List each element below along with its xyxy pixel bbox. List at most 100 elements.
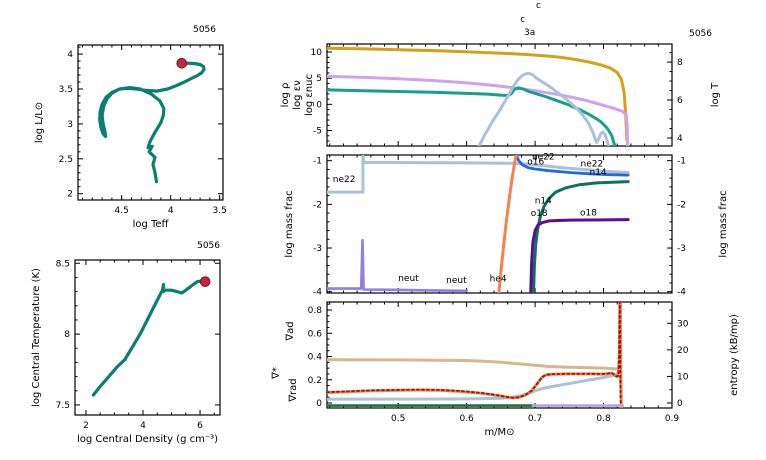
y-tick-label: 3 xyxy=(67,120,73,130)
plot-box xyxy=(74,259,221,416)
series-log-eps-nu xyxy=(327,86,617,146)
hr-diagram-panel: 4.5 4 3.5 2 2.5 3 3.5 4 log Teff log L/L⊙ 5056 xyxy=(34,25,227,230)
profile-thermo-ylabel-left-0: log ρ xyxy=(280,83,291,108)
y-tick-label-right: 8 xyxy=(677,58,683,68)
x-tick-label: 6 xyxy=(197,421,203,431)
y-tick-label: 0.2 xyxy=(308,376,322,386)
central-t-rho-xlabel: log Central Density (g cm⁻³) xyxy=(77,434,218,445)
profile-gradients-ylabel-left-1: ∇* xyxy=(271,367,282,380)
y-tick-label: -1 xyxy=(313,157,322,167)
central-t-rho-panel: 2 4 6 7.5 8 8.5 log Central Density (g cm⁻³) lo… xyxy=(31,241,221,445)
curve-label-o18: o18 xyxy=(580,209,597,219)
y-tick-label: 3.5 xyxy=(59,85,73,95)
profile-abundances-ylabel-right: log mass frac xyxy=(718,190,729,257)
series-grad-star xyxy=(327,302,622,407)
profile-thermo-model-number: 5056 xyxy=(689,29,712,39)
profile-thermo-ylabel-left-2: log εnuc xyxy=(304,74,315,116)
series-neut xyxy=(327,238,468,293)
y-tick-label: -2 xyxy=(313,200,322,210)
x-tick-label: 0.8 xyxy=(596,414,611,424)
y-tick-label: -3 xyxy=(313,244,322,254)
curve-label-n14: n14 xyxy=(589,168,606,178)
x-tick-label: 3.5 xyxy=(213,206,227,216)
central-t-rho-model-number: 5056 xyxy=(197,241,220,251)
series-entropy xyxy=(327,307,623,401)
curve-label-ne22: ne22 xyxy=(581,159,604,169)
y-tick-label: 0.4 xyxy=(308,353,323,363)
y-tick-label: 0 xyxy=(316,100,322,110)
y-tick-label: 10 xyxy=(311,48,323,58)
profile-gradients-ylabel-right: entropy (kB/mp) xyxy=(729,314,740,396)
plot-box xyxy=(77,44,224,201)
hr-diagram-xlabel: log Teff xyxy=(133,219,170,230)
y-tick-label: 8 xyxy=(64,330,70,340)
profile-gradients-ylabel-left-2: ∇rad xyxy=(288,378,299,402)
central-t-rho-current-model-marker xyxy=(199,276,211,287)
plot-box xyxy=(326,301,673,409)
x-tick-label: 4 xyxy=(168,206,174,216)
curve-label-ne22: ne22 xyxy=(532,152,555,162)
series-he4 xyxy=(497,155,518,293)
series-o16 xyxy=(514,155,630,177)
burn-annotation-c: c xyxy=(536,1,541,11)
central-t-rho-ylabel-left-0: log Central Temperature (K) xyxy=(31,268,42,407)
profile-gradients-xlabel: m/M⊙ xyxy=(484,427,514,438)
y-tick-label: 0 xyxy=(316,399,322,409)
profile-abundances-panel: -1-2-3-4-1-2-3-4ne22ne22ne22o16n14n14o18… xyxy=(284,152,729,298)
x-tick-label: 0.5 xyxy=(391,414,405,424)
x-tick-label: 2 xyxy=(83,421,89,431)
y-tick-label: 4 xyxy=(67,50,73,60)
profile-abundances-ylabel-left-0: log mass frac xyxy=(284,190,295,257)
x-tick-label: 0.6 xyxy=(459,414,474,424)
curve-label-neut: neut xyxy=(398,274,419,284)
x-tick-label: 4.5 xyxy=(115,206,129,216)
curve-label-neut: neut xyxy=(446,276,467,286)
y-tick-label-right: -2 xyxy=(677,200,686,210)
y-tick-label: 2 xyxy=(67,190,73,200)
curve-label-he4: he4 xyxy=(490,275,507,285)
x-tick-label: 0.7 xyxy=(528,414,542,424)
series-log-eps-nuc xyxy=(477,72,611,146)
y-tick-label-right: -4 xyxy=(677,288,686,298)
y-tick-label: 2.5 xyxy=(59,155,73,165)
y-tick-label-right: -1 xyxy=(677,157,686,167)
y-tick-label: -4 xyxy=(313,288,322,298)
x-tick-label: 0.9 xyxy=(665,414,680,424)
profile-thermo-ylabel-right: log T xyxy=(710,82,721,107)
y-tick-label: 7.5 xyxy=(56,401,70,411)
y-tick-label: 0.8 xyxy=(308,306,323,316)
curve-label-o16: o16 xyxy=(527,158,544,168)
y-tick-label-right: 30 xyxy=(677,319,689,329)
curve-label-n14: n14 xyxy=(535,196,552,206)
series-o18 xyxy=(529,218,630,293)
series-central-conditions-track xyxy=(91,279,207,397)
burn-annotation-3a: 3a xyxy=(524,28,535,38)
series-n14 xyxy=(532,180,630,293)
y-tick-label: 0.6 xyxy=(308,329,323,339)
y-tick-label: -5 xyxy=(313,127,322,137)
hr-diagram-current-model-marker xyxy=(176,57,188,69)
y-tick-label-right: -3 xyxy=(677,244,686,254)
plot-box xyxy=(326,43,673,147)
y-tick-label-right: 6 xyxy=(677,96,683,106)
hr-diagram-ylabel-left-0: log L/L⊙ xyxy=(34,102,45,143)
y-tick-label-right: 0 xyxy=(677,399,683,409)
profile-gradients-panel: 0.5 0.6 0.7 0.8 0.9 0 0.2 0.4 0.6 0.8 0 10 20 30 m/M⊙ ∇… xyxy=(271,301,740,438)
profile-gradients-ylabel-left-0: ∇ad xyxy=(285,321,296,341)
burn-annotation-c: c xyxy=(520,15,525,25)
series-log-T xyxy=(327,46,629,142)
hr-diagram-model-number: 5056 xyxy=(193,25,216,35)
profile-thermo-panel: -5 0 5 10 4 6 8 log ρ log εν log εnuc log T 5056 c c 3… xyxy=(280,1,721,147)
series-evolution-track xyxy=(98,61,206,184)
profile-thermo-ylabel-left-1: log εν xyxy=(292,80,303,110)
x-tick-label: 4 xyxy=(140,421,146,431)
y-tick-label: 8.5 xyxy=(56,259,70,269)
y-tick-label: 5 xyxy=(316,74,322,84)
y-tick-label-right: 4 xyxy=(677,134,683,144)
y-tick-label-right: 20 xyxy=(677,346,689,356)
curve-label-ne22: ne22 xyxy=(333,175,356,185)
y-tick-label-right: 10 xyxy=(677,372,689,382)
curve-label-o18: o18 xyxy=(531,209,548,219)
